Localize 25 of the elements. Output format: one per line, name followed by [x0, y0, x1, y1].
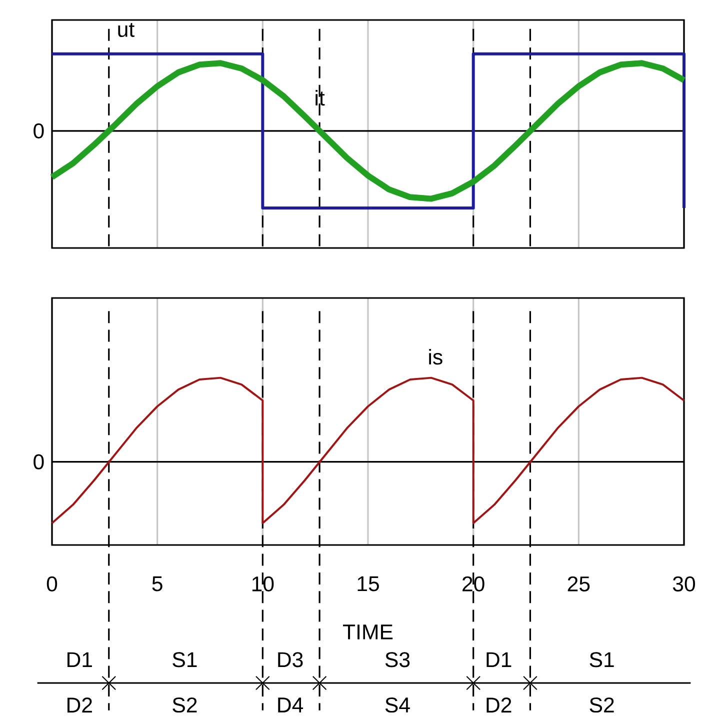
text: S2 — [590, 697, 614, 713]
text: D2 — [68, 698, 92, 712]
text: is — [429, 348, 442, 365]
ref-line-label: 0 — [34, 454, 44, 470]
x-tick-label: 15 — [358, 576, 379, 592]
text: S1 — [590, 652, 614, 668]
text: D3 — [278, 652, 303, 668]
text: D1 — [486, 652, 512, 668]
text: D1 — [68, 652, 92, 668]
text: ut — [118, 23, 134, 38]
text: S3 — [385, 652, 410, 668]
text: D2 — [486, 698, 512, 712]
x-tick-label: 5 — [152, 576, 162, 592]
x-tick-label: 0 — [46, 576, 58, 592]
text: D4 — [278, 698, 304, 712]
text: S1 — [172, 652, 197, 668]
text: S4 — [385, 697, 410, 713]
x-tick-label: 10 — [252, 576, 274, 592]
x-axis-title: TIME — [343, 624, 393, 640]
annotation: it — [316, 90, 325, 106]
x-tick-label: 30 — [672, 576, 696, 592]
x-tick-label: 25 — [568, 576, 590, 592]
x-tick-label: 20 — [462, 576, 484, 592]
ref-line-label: 0 — [34, 123, 44, 138]
text: S2 — [172, 697, 197, 713]
